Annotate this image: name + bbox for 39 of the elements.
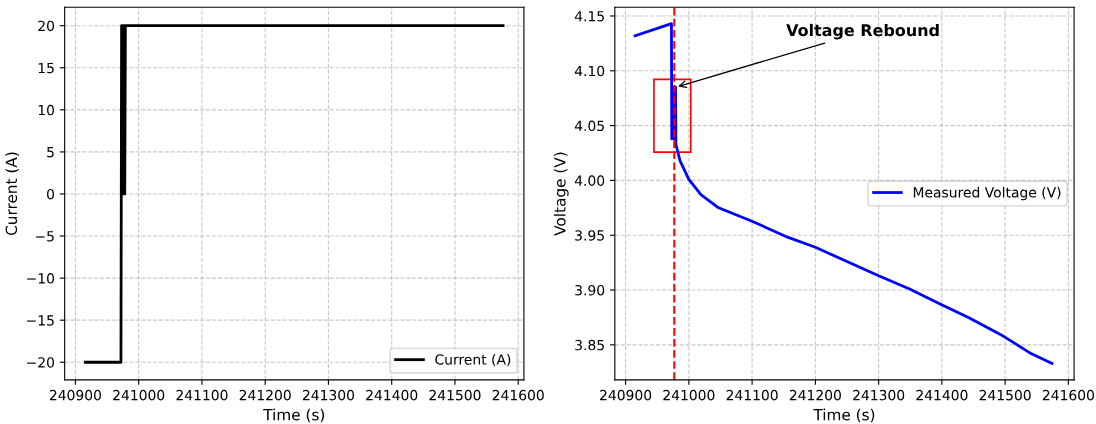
x-tick-label: 241400 [916, 389, 968, 401]
x-tick-label: 241100 [176, 389, 228, 401]
x-axis-title: Time (s) [263, 408, 325, 423]
x-tick-label: 240900 [600, 389, 652, 401]
y-tick-label: 20 [38, 20, 55, 32]
y-tick-label: 4.00 [574, 175, 605, 186]
x-tick-label: 241600 [1042, 389, 1094, 401]
x-tick-label: 241500 [979, 389, 1031, 401]
x-tick-label: 241000 [113, 389, 165, 401]
legend-label: Measured Voltage (V) [913, 186, 1061, 201]
x-tick-label: 241100 [726, 389, 778, 401]
y-tick-label: −5 [35, 231, 54, 242]
y-tick-label: 3.90 [575, 284, 605, 296]
y-tick-label: 5 [47, 147, 54, 158]
x-tick-label: 241200 [239, 389, 291, 401]
annotation: Voltage Rebound [786, 23, 939, 40]
x-tick-label: 241200 [789, 389, 841, 401]
legend-label: Current (A) [435, 353, 511, 367]
x-tick-label: 241500 [429, 389, 481, 401]
x-tick-label: 240900 [49, 389, 101, 401]
y-tick-label: −15 [27, 315, 54, 326]
x-tick-label: 241300 [853, 389, 905, 401]
y-tick-label: 3.95 [575, 230, 604, 241]
y-tick-label: 10 [38, 104, 55, 116]
x-tick-label: 241400 [366, 389, 418, 401]
y-axis-title: Voltage (V) [553, 152, 569, 236]
x-tick-label: 241000 [663, 389, 715, 401]
y-tick-label: 4.15 [574, 11, 604, 22]
x-tick-label: 241300 [302, 389, 355, 401]
y-axis-title: Current (A) [5, 152, 19, 235]
y-tick-label: 15 [38, 62, 54, 74]
x-tick-label: 241600 [492, 389, 544, 401]
y-tick-label: 3.85 [575, 339, 604, 351]
y-tick-label: −10 [27, 273, 55, 284]
y-tick-label: 4.10 [574, 65, 605, 77]
y-tick-label: −20 [27, 357, 55, 368]
y-tick-label: 0 [47, 188, 55, 200]
y-tick-label: 4.05 [574, 120, 604, 132]
x-axis-title: Time (s) [813, 408, 875, 423]
